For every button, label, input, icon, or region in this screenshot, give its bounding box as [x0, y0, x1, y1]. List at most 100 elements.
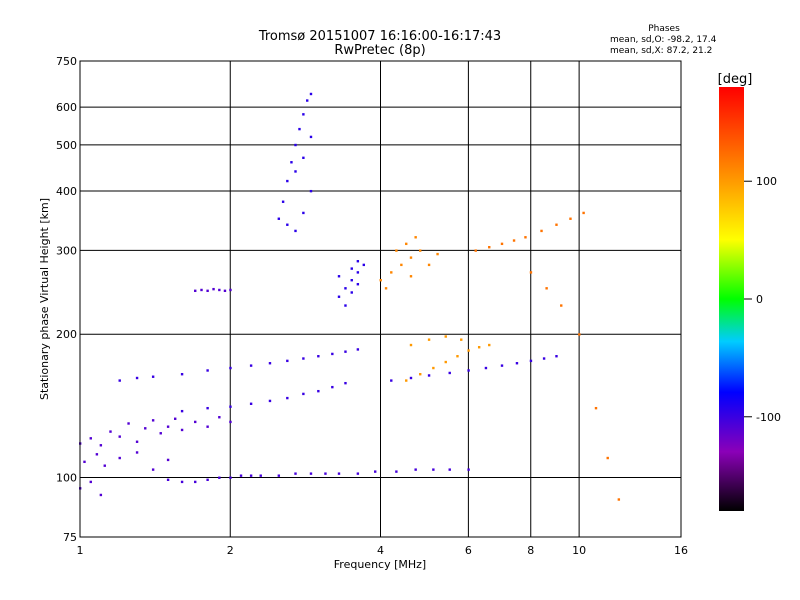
x-tick-label: 6: [465, 544, 472, 557]
point-cluster: [194, 287, 232, 293]
y-tick-label: 600: [56, 101, 77, 114]
data-point: [432, 366, 435, 370]
data-point: [294, 143, 297, 147]
data-point: [99, 444, 103, 447]
data-point: [180, 480, 184, 484]
data-point: [337, 472, 341, 475]
x-tick-label: 1: [77, 544, 84, 557]
colorbar-tick-label: 100: [756, 175, 777, 188]
data-point: [356, 260, 360, 263]
data-point: [427, 263, 431, 267]
point-cluster: [379, 236, 439, 290]
grid-lines: [80, 61, 681, 537]
data-point: [309, 135, 313, 139]
data-point: [427, 338, 431, 341]
data-point: [298, 127, 301, 131]
data-point: [223, 289, 227, 293]
data-point: [118, 435, 121, 438]
data-point: [350, 291, 353, 294]
data-point: [277, 217, 281, 220]
data-point: [286, 223, 289, 226]
data-point: [390, 271, 393, 274]
data-point: [302, 113, 305, 116]
data-point: [229, 420, 232, 424]
chart-title: Tromsø 20151007 16:16:00-16:17:43: [258, 29, 501, 44]
point-cluster: [166, 468, 470, 484]
data-point: [419, 373, 422, 376]
colorbar-ticks: 100 0 -100: [744, 175, 781, 424]
data-point: [324, 472, 327, 475]
data-point: [331, 352, 334, 356]
data-point: [166, 458, 170, 462]
x-tick-label: 10: [572, 544, 586, 557]
y-axis-label: Stationary phase Virtual Height [km]: [38, 198, 51, 400]
x-tick-label: 2: [227, 544, 234, 557]
data-point: [545, 287, 548, 290]
data-point: [500, 242, 504, 246]
data-point: [582, 211, 585, 215]
data-point: [500, 364, 504, 367]
data-point: [180, 373, 184, 376]
data-point: [290, 161, 293, 164]
data-point: [166, 478, 170, 482]
data-point: [294, 229, 297, 233]
data-point: [569, 217, 572, 220]
data-point: [306, 99, 309, 102]
data-point: [560, 304, 563, 307]
data-point: [594, 406, 598, 410]
plot-frame: [79, 60, 682, 538]
data-point: [118, 456, 121, 460]
data-point: [467, 369, 470, 372]
data-point: [542, 357, 546, 360]
data-point: [109, 430, 112, 433]
data-point: [277, 474, 281, 477]
data-point: [194, 420, 197, 424]
data-point: [229, 288, 232, 292]
data-point: [362, 263, 366, 267]
data-point: [135, 440, 139, 443]
data-point: [89, 437, 92, 440]
data-point: [331, 385, 334, 389]
data-point: [409, 256, 413, 259]
data-point: [194, 480, 197, 484]
data-point: [294, 170, 297, 173]
data-point: [379, 279, 382, 282]
data-point: [99, 493, 103, 497]
data-point: [344, 350, 347, 353]
data-point: [286, 179, 289, 183]
point-cluster: [277, 92, 313, 233]
data-point: [390, 379, 393, 382]
data-point: [515, 362, 519, 365]
chart-subtitle: RwPretec (8p): [334, 43, 425, 58]
data-point: [477, 346, 481, 349]
stats-x-line: mean, sd,X: 87.2, 21.2: [610, 46, 712, 56]
data-point: [555, 223, 558, 226]
data-point: [419, 249, 422, 252]
data-point: [212, 287, 215, 291]
data-point: [135, 376, 139, 380]
data-point: [432, 468, 435, 471]
x-axis-label: Frequency [MHz]: [334, 558, 426, 571]
data-point: [578, 333, 581, 336]
data-point: [206, 425, 209, 428]
data-point: [144, 427, 147, 430]
data-point: [436, 252, 439, 256]
data-point: [350, 279, 353, 282]
colorbar-unit: [deg]: [718, 72, 753, 87]
data-point: [405, 379, 408, 382]
point-cluster: [337, 260, 366, 307]
data-point: [309, 189, 313, 193]
y-tick-label: 100: [56, 472, 77, 485]
data-point: [239, 474, 243, 477]
data-point: [395, 470, 398, 473]
data-point: [467, 349, 470, 352]
data-point: [467, 468, 470, 471]
data-point: [488, 246, 491, 249]
data-point: [484, 366, 488, 370]
data-point: [249, 402, 253, 405]
data-point: [180, 409, 184, 413]
data-point: [488, 343, 491, 347]
point-cluster: [405, 335, 491, 382]
data-point: [317, 355, 320, 358]
